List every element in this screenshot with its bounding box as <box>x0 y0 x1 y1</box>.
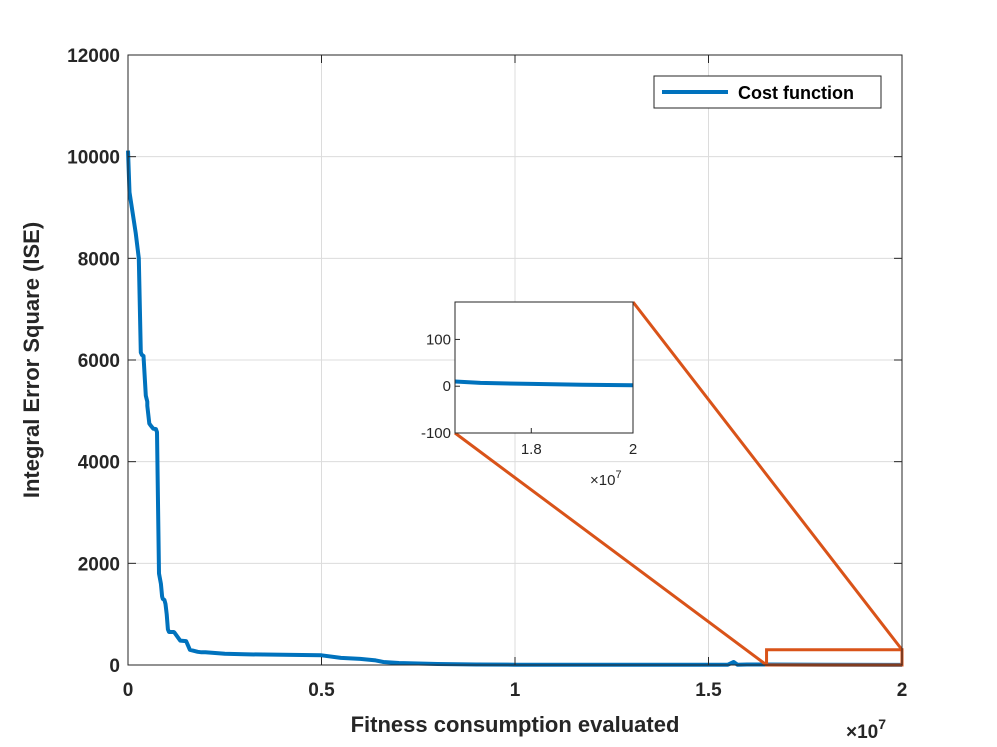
x-axis-label: Fitness consumption evaluated <box>351 712 680 737</box>
inset-x-exponent-label: ×107 <box>590 469 622 489</box>
x-tick-label: 1.5 <box>695 680 722 701</box>
y-tick-label: 8000 <box>78 249 120 270</box>
inset-series <box>454 379 634 388</box>
zoom-connector-left <box>454 431 768 667</box>
y-tick-label: 6000 <box>78 351 120 372</box>
y-axis-label: Integral Error Square (ISE) <box>19 222 44 498</box>
inset-tick-marks <box>455 338 634 434</box>
inset-y-tick-label: -100 <box>421 425 451 442</box>
x-exponent-label: ×107 <box>846 716 886 743</box>
y-tick-label: 2000 <box>78 554 120 575</box>
tick-labels: 0 0.5 1 1.5 2 0 2000 4000 6000 8000 10000 12000 <box>67 46 907 701</box>
inset-tick-labels: 1.8 2 -100 0 100 <box>421 331 637 458</box>
inset-axes: 1.8 2 -100 0 100 ×107 <box>421 301 637 489</box>
x-tick-label: 1 <box>510 680 521 701</box>
inset-y-tick-label: 0 <box>443 378 451 395</box>
y-tick-label: 0 <box>109 656 120 677</box>
x-tick-label: 2 <box>897 680 908 701</box>
y-tick-label: 4000 <box>78 453 120 474</box>
tick-marks <box>127 54 903 666</box>
inset-plot-area <box>455 302 633 433</box>
series-line-cost-function <box>126 150 903 667</box>
inset-frame <box>454 301 634 434</box>
legend-label-cost-function: Cost function <box>738 83 854 103</box>
inset-x-tick-label: 1.8 <box>521 441 542 458</box>
y-tick-label: 12000 <box>67 46 120 67</box>
series-group <box>126 150 903 667</box>
inset-series-line <box>454 379 634 388</box>
x-tick-label: 0 <box>123 680 134 701</box>
zoom-connector-right <box>631 301 904 651</box>
x-tick-label: 0.5 <box>308 680 335 701</box>
inset-x-tick-label: 2 <box>629 441 637 458</box>
legend: Cost function <box>653 75 882 109</box>
y-tick-label: 10000 <box>67 148 120 169</box>
inset-y-tick-label: 100 <box>426 331 451 348</box>
